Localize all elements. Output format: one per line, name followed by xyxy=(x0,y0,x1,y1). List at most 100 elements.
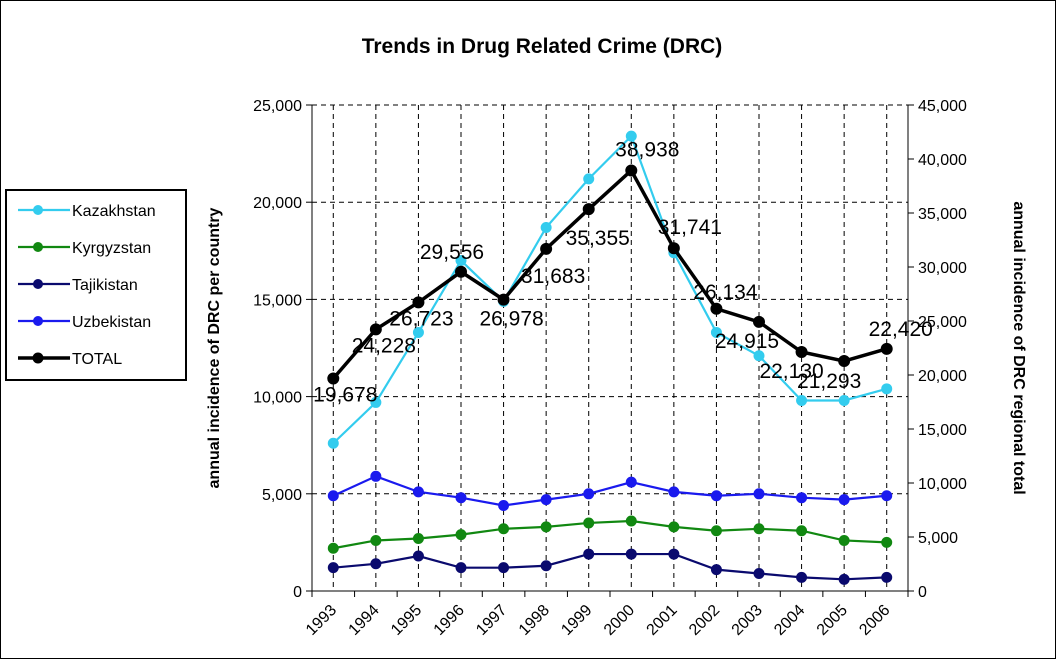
data-point-total xyxy=(710,302,723,315)
x-tick-label: 1997 xyxy=(473,602,510,639)
series-line-kazakhstan xyxy=(332,134,888,445)
data-point-total xyxy=(625,164,638,177)
x-tick-label: 2004 xyxy=(771,602,808,639)
data-point-tajikistan xyxy=(540,560,552,572)
x-tick-label: 1993 xyxy=(303,602,340,639)
x-tick-label: 2006 xyxy=(856,602,893,639)
legend-label: Kazakhstan xyxy=(72,203,156,220)
x-tick-label: 1995 xyxy=(388,602,425,639)
data-point-kazakhstan xyxy=(625,130,637,142)
data-label: 35,355 xyxy=(566,227,630,250)
data-point-kyrgyzstan xyxy=(710,525,722,537)
left-y-tick-label: 25,000 xyxy=(253,98,302,115)
data-point-kazakhstan xyxy=(583,173,595,185)
data-label: 21,293 xyxy=(797,370,861,393)
data-point-kyrgyzstan xyxy=(796,525,808,537)
data-point-uzbekistan xyxy=(540,494,552,506)
data-point-total xyxy=(497,293,510,306)
x-tick-label: 2005 xyxy=(814,602,851,639)
series-line-uzbekistan xyxy=(332,475,887,507)
data-point-uzbekistan xyxy=(455,492,467,504)
data-point-kazakhstan xyxy=(455,255,467,267)
left-y-tick-label: 20,000 xyxy=(253,195,302,212)
data-point-uzbekistan xyxy=(753,488,765,500)
data-label: 19,678 xyxy=(313,383,377,406)
right-y-tick-label: 25,000 xyxy=(918,314,967,331)
data-point-kazakhstan xyxy=(327,437,339,449)
data-point-uzbekistan xyxy=(668,486,680,498)
data-point-kyrgyzstan xyxy=(668,521,680,533)
data-point-uzbekistan xyxy=(327,490,339,502)
data-point-kazakhstan xyxy=(540,221,552,233)
data-point-total xyxy=(753,315,765,328)
data-point-kyrgyzstan xyxy=(327,542,339,554)
data-point-uzbekistan xyxy=(370,470,382,482)
data-point-total xyxy=(369,323,382,336)
series-layer xyxy=(327,130,893,585)
data-label: 22,130 xyxy=(759,360,823,383)
legend: Kazakhstan Kyrgyzstan Tajikistan Uzbekistan… xyxy=(5,189,187,381)
data-label: 29,556 xyxy=(420,241,484,264)
left-y-tick-label: 0 xyxy=(293,584,302,601)
left-y-axis-title: annual incidence of DRC per country xyxy=(206,207,223,488)
legend-label: Kyrgyzstan xyxy=(72,240,151,257)
right-y-tick-label: 30,000 xyxy=(918,260,967,277)
right-y-tick-label: 10,000 xyxy=(918,476,967,493)
data-point-uzbekistan xyxy=(796,492,808,504)
x-tick-label: 1996 xyxy=(431,602,468,639)
data-point-kyrgyzstan xyxy=(370,534,382,546)
data-point-tajikistan xyxy=(498,562,510,574)
x-tick-label: 1999 xyxy=(558,602,595,639)
data-point-uzbekistan xyxy=(838,494,850,506)
legend-marker xyxy=(33,316,43,326)
x-tick-label: 2000 xyxy=(601,602,638,639)
data-labels: 19,678 24,228 26,723 29,556 26,978 31,683 35,3… xyxy=(313,138,933,406)
x-tick-label: 2003 xyxy=(729,602,766,639)
data-point-kazakhstan xyxy=(881,383,893,395)
right-y-tick-label: 20,000 xyxy=(918,368,967,385)
data-label: 38,938 xyxy=(615,138,679,161)
left-y-tick-label: 5,000 xyxy=(262,487,302,504)
right-y-tick-label: 0 xyxy=(918,584,927,601)
data-point-uzbekistan xyxy=(625,476,637,488)
x-tick-label: 2001 xyxy=(643,602,680,639)
data-point-kyrgyzstan xyxy=(412,533,424,545)
series-line-total xyxy=(331,167,888,380)
right-y-tick-label: 45,000 xyxy=(918,98,967,115)
data-point-kyrgyzstan xyxy=(540,521,552,533)
data-point-kazakhstan xyxy=(710,326,722,338)
data-label: 26,134 xyxy=(693,281,758,304)
x-tick-label: 2002 xyxy=(686,602,723,639)
data-point-uzbekistan xyxy=(881,490,893,502)
right-y-tick-label: 15,000 xyxy=(918,422,967,439)
chart-title: Trends in Drug Related Crime (DRC) xyxy=(362,35,723,58)
series-line-tajikistan xyxy=(333,552,887,581)
x-tick-label: 1998 xyxy=(516,602,553,639)
data-point-tajikistan xyxy=(668,548,680,560)
data-point-total xyxy=(540,242,553,255)
legend-marker xyxy=(32,352,44,364)
data-point-total xyxy=(327,372,340,385)
data-point-uzbekistan xyxy=(498,499,510,511)
data-point-tajikistan xyxy=(796,571,808,583)
left-y-ticks: 0 5,000 10,000 15,000 20,000 25,000 xyxy=(253,98,312,601)
data-point-kyrgyzstan xyxy=(881,536,893,548)
data-point-total xyxy=(880,342,893,355)
data-point-kazakhstan xyxy=(412,326,424,338)
data-point-kyrgyzstan xyxy=(455,529,467,541)
data-point-total xyxy=(455,265,467,278)
data-point-total xyxy=(412,296,425,309)
data-point-total xyxy=(582,203,595,216)
left-y-tick-label: 10,000 xyxy=(253,390,302,407)
right-y-ticks: 0 5,000 10,000 15,000 20,000 25,000 30,000 35,0… xyxy=(908,98,967,601)
data-point-kyrgyzstan xyxy=(838,534,850,546)
legend-marker xyxy=(33,242,43,252)
data-label: 22,420 xyxy=(869,318,933,341)
right-y-tick-label: 35,000 xyxy=(918,206,967,223)
data-point-tajikistan xyxy=(881,571,893,583)
data-point-kazakhstan xyxy=(753,350,765,362)
data-point-tajikistan xyxy=(583,548,595,560)
data-point-tajikistan xyxy=(370,558,382,570)
data-point-kyrgyzstan xyxy=(625,515,637,527)
right-y-tick-label: 5,000 xyxy=(918,530,958,547)
